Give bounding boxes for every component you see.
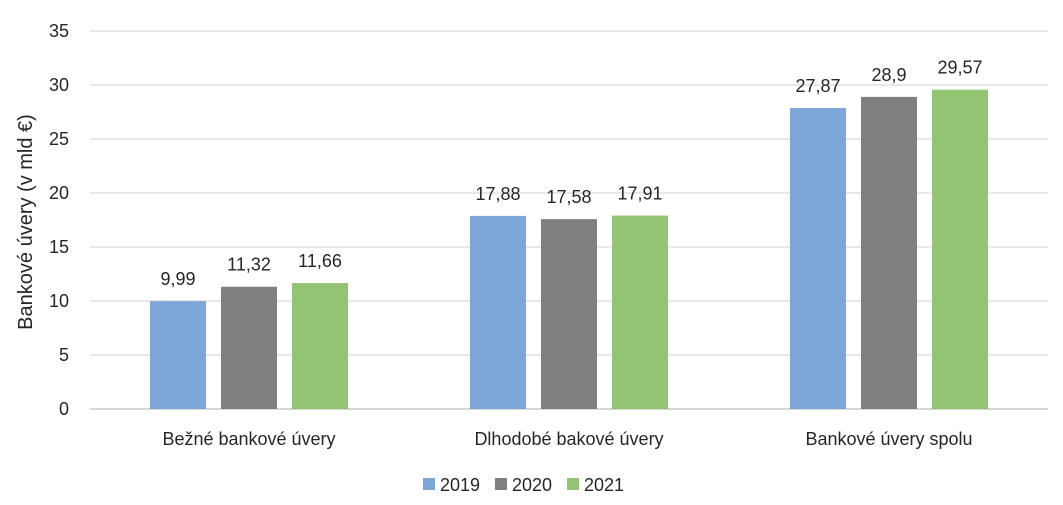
bar-2019 [470,215,526,409]
y-tick-label: 5 [59,345,69,365]
bar-2020 [221,286,277,409]
data-label: 27,87 [795,76,840,96]
y-axis-label: Bankové úvery (v mld €) [15,114,37,330]
bar-2020 [541,219,597,409]
legend-label: 2020 [512,475,552,495]
x-axis-categories: Bežné bankové úvery Dlhodobé bakové úvery… [162,429,972,449]
data-labels: 9,99 11,32 11,66 17,88 17,58 17,91 27,87 28,9 29… [160,58,982,289]
bar-2021 [292,283,348,409]
data-label: 11,32 [227,255,271,275]
category-label: Bankové úvery spolu [805,429,972,449]
data-label: 17,91 [617,184,662,204]
data-label: 29,57 [937,58,982,78]
bar-2019 [150,301,206,409]
y-axis-ticks: 0 5 10 15 20 25 30 35 [49,21,69,419]
y-tick-label: 20 [49,183,69,203]
legend-label: 2019 [440,475,480,495]
y-tick-label: 35 [49,21,69,41]
data-label: 28,9 [871,65,906,85]
category-label: Dlhodobé bakové úvery [474,429,663,449]
data-label: 17,58 [546,187,591,207]
legend-swatch-2019 [423,478,435,490]
y-tick-label: 10 [49,291,69,311]
bar-2021 [932,89,988,410]
legend: 2019 2020 2021 [423,475,624,495]
legend-swatch-2020 [495,478,507,490]
bar-2021 [612,215,668,409]
legend-swatch-2021 [567,478,579,490]
bar-2020 [861,96,917,409]
category-label: Bežné bankové úvery [162,429,335,449]
bars [150,89,988,410]
data-label: 11,66 [298,251,342,271]
y-tick-label: 30 [49,75,69,95]
data-label: 17,88 [475,184,520,204]
bar-2019 [790,108,846,409]
legend-label: 2021 [584,475,624,495]
y-tick-label: 0 [59,399,69,419]
data-label: 9,99 [160,269,195,289]
y-tick-label: 25 [49,129,69,149]
y-tick-label: 15 [49,237,69,257]
